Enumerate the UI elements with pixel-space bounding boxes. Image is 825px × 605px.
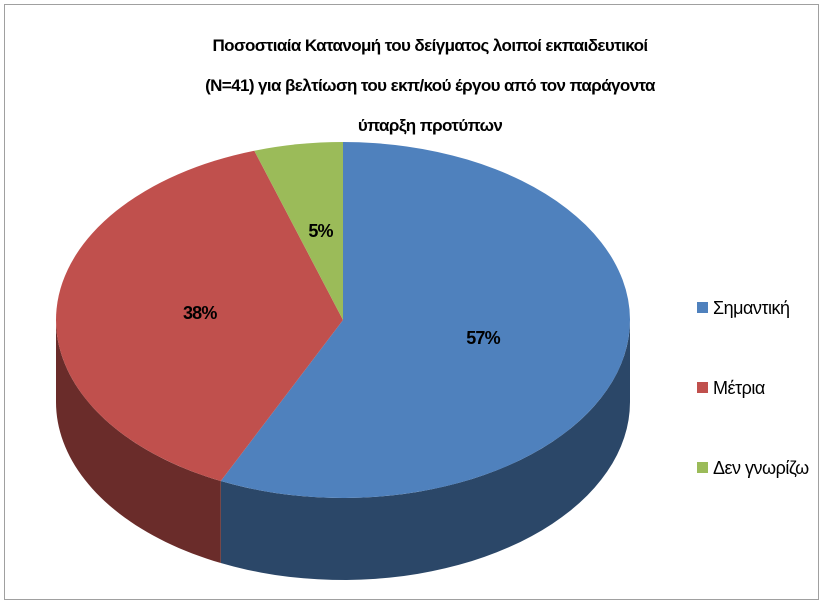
legend-item: Δεν γνωρίζω [697, 456, 813, 488]
legend-swatch [697, 302, 708, 313]
slice-side [220, 320, 631, 580]
data-label: 57% [466, 328, 500, 348]
data-label: 38% [183, 303, 217, 323]
chart-title: (Ν=41) για βελτίωση του εκπ/κού έργου απ… [205, 76, 655, 95]
chart-frame [4, 4, 819, 600]
legend-label: Σημαντική [713, 298, 790, 318]
slice [220, 142, 631, 499]
slice [254, 142, 343, 320]
slice [56, 150, 343, 482]
legend-item: Μέτρια [697, 376, 813, 408]
legend-item: Σημαντική [697, 296, 813, 328]
legend-label: Δεν γνωρίζω [713, 458, 809, 478]
chart-title: Ποσοστιαία Κατανομή του δείγματος λοιποί… [212, 36, 649, 55]
chart-title: ύπαρξη προτύπων [357, 116, 503, 135]
legend-swatch [697, 382, 708, 393]
slice-side [56, 320, 221, 564]
data-label: 5% [308, 221, 333, 241]
legend-swatch [697, 462, 708, 473]
legend-label: Μέτρια [713, 378, 765, 398]
